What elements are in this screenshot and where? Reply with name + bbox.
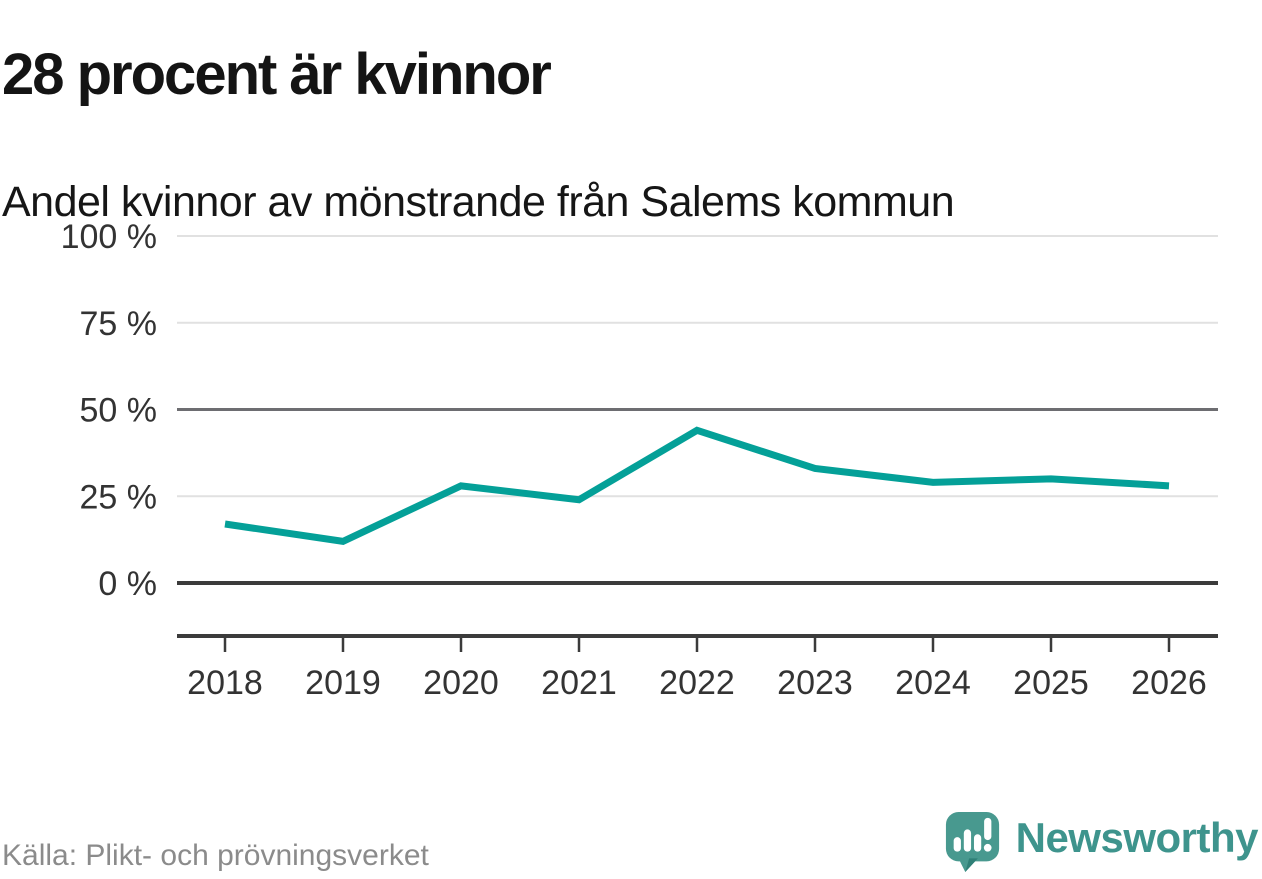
x-tick-label: 2024	[895, 664, 971, 702]
x-tick-label: 2026	[1131, 664, 1207, 702]
source-note: Källa: Plikt- och prövningsverket	[2, 839, 429, 872]
x-tick-label: 2020	[423, 664, 499, 702]
y-tick-label: 100 %	[61, 218, 157, 256]
y-tick-label: 0 %	[98, 565, 157, 603]
x-tick-label: 2022	[659, 664, 735, 702]
y-tick-label: 75 %	[80, 305, 158, 343]
logo-exclamation-stem	[983, 817, 991, 841]
x-tick-label: 2023	[777, 664, 853, 702]
logo-bar-tall	[963, 829, 971, 852]
y-tick-label: 50 %	[80, 392, 158, 430]
logo-exclamation-dot	[983, 843, 992, 852]
logo-bar-medium	[973, 834, 981, 852]
x-tick-label: 2019	[305, 664, 381, 702]
chart-subtitle: Andel kvinnor av mönstrande från Salems …	[2, 177, 955, 226]
x-tick-label: 2025	[1013, 664, 1089, 702]
chart-title: 28 procent är kvinnor	[2, 41, 552, 107]
logo-bar-small	[953, 837, 961, 852]
x-tick-label: 2021	[541, 664, 617, 702]
y-tick-label: 25 %	[80, 478, 158, 516]
newsworthy-brand: Newsworthy	[944, 810, 1259, 874]
newsworthy-logo-text: Newsworthy	[1015, 814, 1259, 861]
newsworthy-logo-icon	[945, 812, 999, 872]
data-line-andel-kvinnor-av-m-nstrande	[224, 426, 1170, 545]
x-tick-label: 2018	[187, 664, 263, 702]
